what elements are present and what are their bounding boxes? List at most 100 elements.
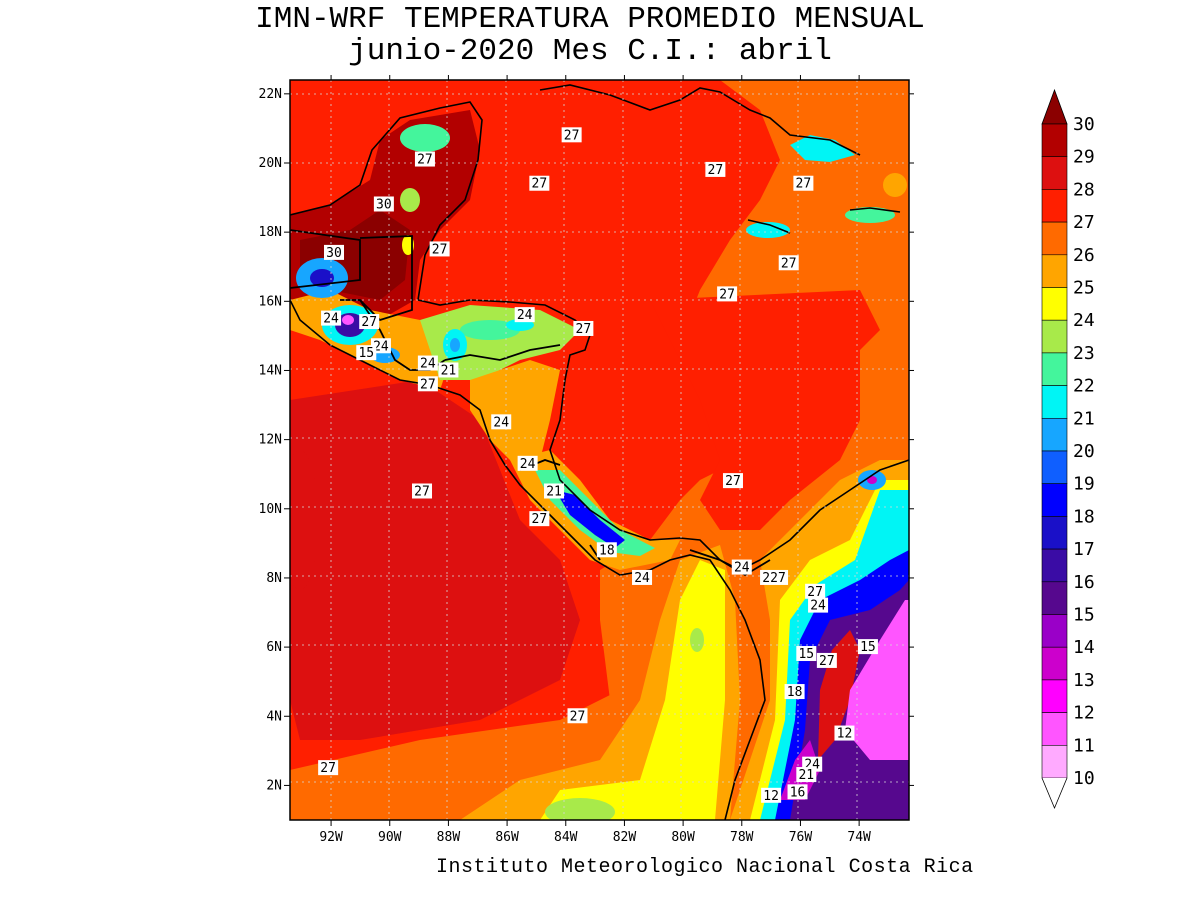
latitude-axis: 22N 20N 18N 16N 14N 12N 10N 8N 6N 4N 2N <box>259 87 914 793</box>
contour-label: 12 <box>834 725 855 742</box>
contour-label: 24 <box>491 414 512 430</box>
colorbar-swatch <box>1041 287 1068 321</box>
contour-label: 24 <box>417 355 438 372</box>
contour-label-text: 24 <box>517 308 533 323</box>
contour-label: 27 <box>429 241 450 257</box>
contour-label: 27 <box>318 760 339 776</box>
contour-label-bg <box>412 483 433 499</box>
contour-label-text: 27 <box>708 163 724 178</box>
colorbar-label: 25 <box>1073 278 1095 299</box>
colorbar-label: 22 <box>1073 376 1095 397</box>
colorbar-label: 12 <box>1073 703 1095 724</box>
colorbar-label: 18 <box>1073 506 1095 527</box>
contour-label: 24 <box>632 569 653 586</box>
land-nicaragua <box>470 360 560 470</box>
contour-label-text: 24 <box>373 339 389 354</box>
contour-label-bg <box>796 646 817 662</box>
lon-tick-label: 80W <box>671 830 695 845</box>
contour-label-text: 24 <box>493 415 509 430</box>
contour-label-text: 27 <box>719 287 735 302</box>
contour-label-bg <box>318 760 339 776</box>
colorbar-label: 11 <box>1073 735 1095 756</box>
contour-label-bg <box>632 569 653 585</box>
contour-label-text: 27 <box>570 709 586 724</box>
lat-tick-label: 12N <box>259 433 282 448</box>
lon-tick-label: 92W <box>319 830 343 845</box>
contour-label: 18 <box>596 542 617 558</box>
lat-tick-label: 2N <box>266 778 282 793</box>
contour-label: 21 <box>796 767 817 783</box>
contour-label-text: 24 <box>323 312 339 327</box>
contour-label-bg <box>438 362 459 378</box>
contour-label: 15 <box>356 345 377 361</box>
colorbar-label: 24 <box>1073 310 1095 331</box>
contour-label-text: 27 <box>420 377 436 392</box>
map-frame <box>289 79 910 821</box>
lat-tick-label: 20N <box>259 156 282 171</box>
contour-label: 27 <box>705 161 726 178</box>
colorbar-swatch <box>1041 156 1068 190</box>
contour-label-text: 18 <box>787 685 803 700</box>
contour-label-bg <box>373 196 394 212</box>
colorbar-label: 21 <box>1073 408 1095 429</box>
lat-tick-label: 16N <box>259 294 282 309</box>
contour-label-text: 30 <box>376 197 392 212</box>
contour-label-text: 27 <box>781 256 797 271</box>
contour-label-bg <box>417 355 438 371</box>
lon-tick-label: 82W <box>613 830 637 845</box>
contour-label-bg <box>722 473 743 489</box>
colorbar-label: 26 <box>1073 245 1095 266</box>
contour-label: 24 <box>517 455 538 472</box>
pacific-28 <box>290 380 580 740</box>
colorbar-label: 30 <box>1073 114 1095 135</box>
contour-label: 30 <box>324 244 345 261</box>
contour-label-text: 27 <box>414 484 430 499</box>
contour-label: 27 <box>778 255 799 271</box>
land-honduras <box>420 305 580 380</box>
colorbar-swatch <box>1041 417 1068 452</box>
contour-label-text: 27 <box>320 761 336 776</box>
contour-label: 18 <box>784 684 805 700</box>
contour-label-bg <box>356 345 377 361</box>
colorbar-swatch <box>1041 450 1068 485</box>
contour-label-bg <box>514 307 535 323</box>
contour-label-bg <box>705 161 726 177</box>
contour-label-text: 27 <box>725 474 741 489</box>
colorbar-label: 10 <box>1073 768 1095 789</box>
caribbean-west-27 <box>650 290 880 530</box>
lon-tick-label: 90W <box>378 830 402 845</box>
contour-label-text: 30 <box>326 246 342 261</box>
contour-label-text: 27 <box>417 153 433 168</box>
colorbar-bottom-arrow <box>1041 777 1068 810</box>
contour-label: 30 <box>373 196 394 212</box>
colorbar-label: 23 <box>1073 343 1095 364</box>
contour-label: 27 <box>805 583 826 600</box>
colorbar-label: 16 <box>1073 572 1095 593</box>
colorbar-swatch <box>1041 352 1068 386</box>
temperature-field <box>290 80 909 820</box>
lon-tick-label: 74W <box>847 830 871 845</box>
colorbar-swatch <box>1041 385 1068 419</box>
contour-label: 27 <box>414 151 435 168</box>
colorbar-swatch <box>1041 221 1068 256</box>
contour-label-text: 27 <box>532 512 548 527</box>
chart-subtitle: junio-2020 Mes C.I.: abril <box>348 34 832 69</box>
contour-label: 21 <box>438 362 459 378</box>
colorbar-label: 20 <box>1073 441 1095 462</box>
contour-label-bg <box>567 708 588 724</box>
lat-tick-label: 22N <box>259 87 282 102</box>
contour-label: 27 <box>816 652 837 669</box>
lon-tick-label: 76W <box>789 830 813 845</box>
contour-label: 21 <box>544 483 565 499</box>
contour-label: 27 <box>359 314 380 330</box>
colorbar-top-arrow <box>1041 88 1068 125</box>
contour-label-bg <box>717 286 738 302</box>
contour-label: 16 <box>787 784 808 800</box>
contour-label-text: 27 <box>796 177 812 192</box>
colorbar-swatch <box>1041 581 1068 615</box>
contour-label-bg <box>778 255 799 271</box>
contour-label-bg <box>787 784 808 800</box>
colorbar-label: 27 <box>1073 212 1095 233</box>
contour-label-bg <box>417 376 438 392</box>
